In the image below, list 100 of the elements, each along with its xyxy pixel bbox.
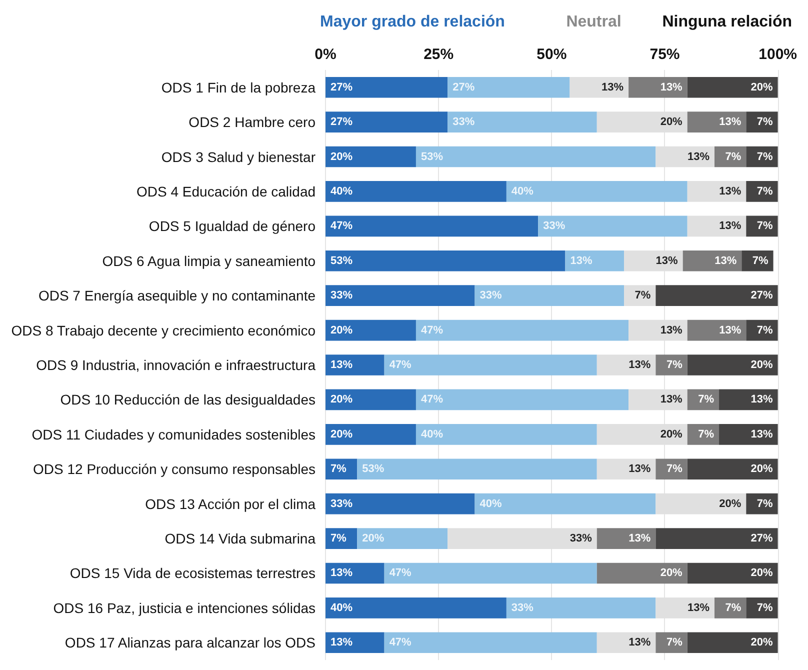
bar: [357, 528, 448, 549]
y-tick-label: ODS 9 Industria, innovación e infraestructura: [36, 357, 316, 373]
bar: [326, 632, 384, 654]
data-label: 47%: [389, 636, 412, 649]
bar: [628, 76, 688, 98]
bar: [326, 216, 538, 237]
data-label: 33%: [480, 290, 502, 302]
data-label: 33%: [330, 290, 353, 302]
x-tick-label: 50%: [536, 46, 567, 63]
x-tick-label: 75%: [650, 46, 680, 63]
data-label: 13%: [660, 324, 683, 336]
text: Ninguna relación: [662, 14, 792, 30]
bar: [719, 424, 778, 445]
data-label: 20%: [660, 428, 683, 440]
data-label: 33%: [452, 116, 475, 128]
y-tick-label: ODS 5 Igualdad de género: [148, 218, 316, 234]
data-label: 13%: [602, 81, 624, 94]
y-tick-label: ODS 11 Ciudades y comunidades sostenibles: [32, 426, 316, 442]
data-label: 20%: [719, 498, 742, 510]
y-tick-label: ODS 4 Educación de calidad: [136, 183, 316, 200]
data-label: 13%: [719, 220, 742, 232]
data-label: 40%: [511, 185, 534, 198]
data-label: 47%: [420, 394, 444, 406]
bar: [687, 112, 746, 132]
data-label: 47%: [389, 567, 412, 580]
bar: [384, 632, 597, 654]
y-tick-label: ODS 14 Vida submarina: [164, 530, 316, 547]
data-label: 27%: [330, 116, 353, 128]
data-label: 7%: [634, 290, 651, 302]
bar: [326, 250, 566, 272]
bar: [416, 320, 629, 341]
y-tick-label: ODS 3 Salud y bienestar: [161, 148, 316, 165]
y-tick-label: ODS 15 Vida de ecosistemas terrestres: [70, 565, 316, 582]
y-tick-label: ODS 10 Reducción de las desigualdades: [60, 392, 316, 408]
bar: [326, 562, 384, 584]
data-label: 7%: [330, 463, 347, 476]
data-label: 13%: [330, 567, 353, 580]
bar: [687, 181, 746, 202]
bar: [506, 598, 656, 618]
y-tick-label: ODS 7 Energía asequible y no contaminante: [38, 288, 316, 304]
data-label: 13%: [719, 324, 742, 336]
data-label: 33%: [543, 220, 566, 232]
bar: [326, 389, 416, 410]
data-label: 7%: [330, 532, 347, 545]
data-label: 33%: [330, 498, 353, 510]
bar: [326, 76, 448, 98]
y-tick-label: ODS 1 Fin de la pobreza: [161, 79, 316, 96]
data-label: 13%: [750, 394, 774, 406]
data-label: 7%: [698, 394, 714, 406]
bar: [687, 458, 778, 480]
data-label: 20%: [330, 428, 353, 440]
bar: [656, 458, 688, 480]
data-label: 47%: [330, 220, 353, 232]
data-label: 53%: [420, 150, 444, 163]
data-label: 13%: [719, 185, 742, 198]
data-label: 27%: [452, 81, 475, 94]
data-label: 20%: [750, 567, 774, 580]
data-label: 13%: [660, 81, 683, 94]
bar: [596, 528, 656, 549]
bar: [326, 285, 475, 306]
bar: [357, 458, 597, 480]
bar: [448, 112, 597, 132]
bar: [656, 528, 778, 549]
data-label: 7%: [756, 498, 774, 510]
bar: [384, 562, 597, 584]
data-label: 7%: [756, 220, 774, 232]
data-label: 33%: [511, 602, 534, 614]
bar: [596, 632, 656, 654]
data-label: 20%: [660, 567, 683, 580]
data-label: 7%: [725, 602, 742, 614]
bar: [326, 493, 475, 514]
bar: [326, 181, 506, 202]
bar: [746, 598, 778, 618]
data-label: 13%: [628, 359, 651, 371]
data-label: 20%: [750, 81, 774, 94]
y-tick-label: ODS 13 Acción por el clima: [145, 496, 316, 512]
data-label: 47%: [420, 324, 444, 336]
data-label: 13%: [719, 116, 742, 128]
data-label: 13%: [330, 636, 353, 649]
data-label: 20%: [750, 359, 774, 371]
bar: [326, 146, 416, 168]
data-label: 20%: [660, 116, 683, 128]
data-label: 13%: [687, 150, 710, 163]
data-label: 7%: [666, 359, 683, 371]
bar: [742, 250, 774, 272]
bar: [448, 76, 570, 98]
data-label: 27%: [330, 81, 353, 94]
bar: [719, 389, 778, 410]
bar: [538, 216, 688, 237]
data-label: 7%: [666, 463, 683, 476]
y-tick-label: ODS 12 Producción y consumo responsables: [33, 461, 316, 478]
bar: [474, 285, 624, 306]
x-tick-label: 0%: [314, 46, 336, 63]
bar: [416, 389, 629, 410]
data-label: 20%: [362, 532, 384, 545]
data-label: 40%: [330, 185, 353, 198]
bar: [746, 181, 778, 202]
bar: [746, 112, 778, 132]
data-label: 7%: [725, 150, 742, 163]
data-label: 13%: [714, 254, 737, 267]
